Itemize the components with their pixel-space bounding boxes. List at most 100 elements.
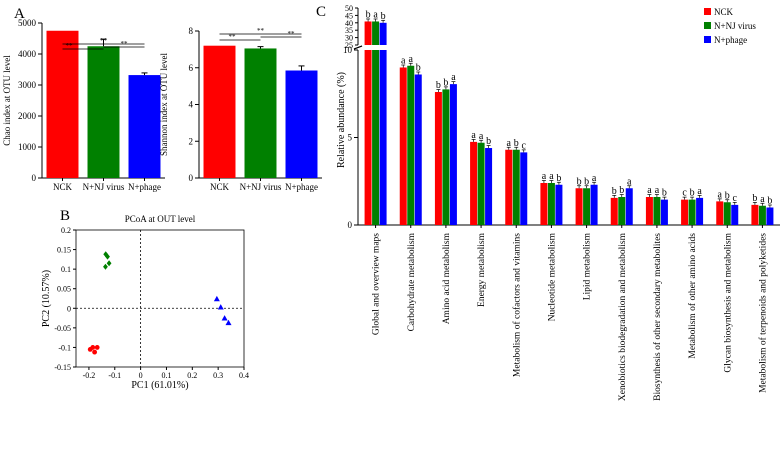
kegg-x-tick-label: Metabolism of other amino acids bbox=[687, 233, 698, 359]
kegg-bar bbox=[372, 21, 380, 45]
chao-bar bbox=[46, 30, 79, 178]
kegg-significance-letter: b bbox=[514, 138, 519, 149]
chao-y-tick-label: 0 bbox=[32, 173, 37, 183]
pcoa-y-tick-label: 0.05 bbox=[57, 285, 71, 294]
chao-significance-mark: ** bbox=[100, 37, 108, 45]
kegg-bar bbox=[590, 184, 598, 225]
pcoa-point-phage bbox=[213, 295, 220, 302]
chao-bar bbox=[87, 46, 120, 178]
kegg-significance-letter: b bbox=[619, 185, 624, 196]
kegg-bar bbox=[477, 142, 485, 225]
kegg-significance-letter: c bbox=[522, 140, 527, 151]
kegg-significance-letter: b bbox=[725, 190, 730, 201]
pcoa-y-tick-label: -0.05 bbox=[54, 324, 71, 333]
pcoa-scatter-plot: -0.15 -0.1 -0.05 0 0.05 0.1 0.15 0.2 -0.2 -0.1 0 0.… bbox=[41, 214, 249, 391]
kegg-significance-letter: a bbox=[697, 186, 702, 197]
chao-bar bbox=[128, 75, 161, 178]
pcoa-y-tick-label: -0.15 bbox=[54, 363, 71, 372]
kegg-bar bbox=[696, 197, 704, 225]
shannon-x-tick-label: NCK bbox=[210, 182, 230, 192]
pcoa-point-nj-virus bbox=[103, 251, 109, 258]
kegg-significance-letter: a bbox=[647, 185, 652, 196]
chao-y-tick-label: 5000 bbox=[18, 18, 37, 28]
panel-label-b: B bbox=[60, 208, 70, 224]
kegg-x-tick-label: Amino acid metabolism bbox=[442, 232, 452, 324]
kegg-significance-letter: a bbox=[471, 130, 476, 141]
pcoa-y-tick-label: 0.2 bbox=[61, 226, 71, 235]
kegg-significance-letter: b bbox=[381, 11, 386, 22]
kegg-significance-letter: b bbox=[662, 188, 667, 199]
pcoa-x-tick-label: 0.2 bbox=[187, 371, 197, 380]
kegg-legend-label: NCK bbox=[714, 7, 734, 17]
shannon-y-tick-label: 8 bbox=[189, 26, 194, 36]
shannon-bar bbox=[285, 70, 318, 178]
kegg-bar bbox=[758, 205, 766, 225]
kegg-y-label: Relative abundance (%) bbox=[336, 72, 347, 168]
kegg-bar bbox=[379, 50, 387, 225]
kegg-significance-letter: a bbox=[655, 185, 660, 196]
kegg-significance-letter: b bbox=[556, 173, 561, 184]
pcoa-x-tick-label: 0.3 bbox=[213, 371, 223, 380]
kegg-legend-swatch bbox=[704, 36, 711, 43]
kegg-x-tick-label: Metabolism of terpenoids and polyketides bbox=[757, 233, 768, 393]
kegg-significance-letter: b bbox=[690, 188, 695, 199]
kegg-y-tick-label: 10 bbox=[343, 45, 353, 55]
kegg-significance-letter: a bbox=[409, 54, 414, 65]
pcoa-x-label: PC1 (61.01%) bbox=[131, 380, 188, 391]
kegg-bar bbox=[575, 188, 583, 225]
kegg-significance-letter: b bbox=[752, 193, 757, 204]
shannon-y-tick-label: 2 bbox=[189, 136, 194, 146]
shannon-y-tick-label: 0 bbox=[189, 173, 194, 183]
kegg-bar bbox=[434, 92, 442, 225]
kegg-x-tick-label: Carbohydrate metabolism bbox=[407, 232, 417, 331]
kegg-y-tick-label: 35 bbox=[345, 26, 353, 35]
pcoa-x-tick-label: 0.4 bbox=[239, 371, 249, 380]
pcoa-x-tick-label: -0.1 bbox=[108, 371, 121, 380]
pcoa-y-tick-label: 0 bbox=[67, 304, 71, 313]
kegg-x-tick-label: Global and overview maps bbox=[372, 233, 382, 335]
kegg-legend-label: N+phage bbox=[714, 35, 747, 45]
kegg-significance-letter: b bbox=[366, 9, 371, 20]
shannon-significance-mark: ** bbox=[229, 33, 237, 41]
pcoa-point-nck bbox=[94, 345, 100, 350]
kegg-significance-letter: b bbox=[577, 176, 582, 187]
kegg-bar bbox=[766, 207, 774, 225]
kegg-x-tick-label: Biosynthesis of other secondary metaboli… bbox=[652, 233, 663, 401]
kegg-x-tick-label: Lipid metabolism bbox=[583, 232, 593, 300]
kegg-bar bbox=[618, 197, 626, 225]
kegg-bar bbox=[723, 202, 731, 225]
shannon-y-tick-label: 4 bbox=[189, 100, 194, 110]
chao-y-tick-label: 1000 bbox=[18, 142, 37, 152]
pcoa-y-label: PC2 (10.57%) bbox=[41, 270, 52, 327]
kegg-x-tick-label: Energy metabolism bbox=[477, 232, 487, 307]
shannon-y-label: Shannon index at OTU level bbox=[159, 53, 169, 156]
kegg-bar bbox=[555, 184, 563, 225]
kegg-significance-letter: b bbox=[416, 63, 421, 74]
kegg-bar bbox=[470, 141, 478, 225]
shannon-significance-mark: ** bbox=[257, 27, 265, 35]
kegg-bar bbox=[625, 188, 633, 225]
chao-y-tick-label: 3000 bbox=[18, 80, 37, 90]
pcoa-point-nck bbox=[90, 345, 96, 350]
shannon-index-chart: 0 2 4 6 8 NCK N+NJ virus N+phage Shannon index a… bbox=[159, 26, 322, 192]
kegg-bar bbox=[505, 149, 513, 225]
chao-y-tick-label: 2000 bbox=[18, 111, 37, 121]
kegg-significance-letter: a bbox=[507, 138, 512, 149]
pcoa-x-tick-label: 0.1 bbox=[161, 371, 171, 380]
kegg-significance-letter: a bbox=[760, 194, 765, 205]
pcoa-point-phage bbox=[217, 304, 224, 310]
kegg-x-tick-label: Xenobiotics biodegradation and metabolis… bbox=[618, 232, 628, 401]
kegg-bar bbox=[688, 199, 696, 225]
pcoa-point-nj-virus bbox=[105, 253, 110, 260]
kegg-bar bbox=[540, 183, 548, 225]
shannon-bar bbox=[203, 45, 236, 179]
kegg-bar bbox=[583, 188, 591, 225]
kegg-significance-letter: a bbox=[718, 189, 723, 200]
kegg-legend-swatch bbox=[704, 22, 711, 29]
chao-index-chart: 0 1000 2000 3000 4000 5000 NCK N+NJ virus N+phag… bbox=[2, 18, 165, 192]
kegg-bar bbox=[660, 199, 668, 225]
pcoa-point-nj-virus bbox=[106, 260, 112, 267]
kegg-bar bbox=[379, 22, 387, 45]
kegg-bar bbox=[442, 89, 450, 225]
